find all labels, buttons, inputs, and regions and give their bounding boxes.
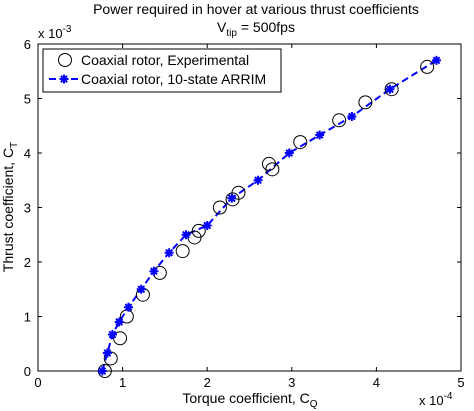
legend: Coaxial rotor, Experimental Coaxial roto… — [42, 48, 282, 93]
chart-subtitle-main: V — [217, 19, 227, 35]
point-experimental — [384, 82, 399, 97]
chart-subtitle-subscript: tip — [226, 28, 237, 39]
point-experimental — [332, 113, 347, 128]
axis-ticks: 0 1 2 3 4 5 0 1 2 3 4 5 6 — [24, 37, 465, 390]
legend-star-glyph — [59, 74, 69, 84]
point-arrim — [136, 284, 146, 294]
x-multiplier: x 10-4 — [419, 391, 453, 408]
point-arrim — [431, 55, 441, 65]
legend-box — [42, 48, 282, 93]
series-line-arrim — [101, 59, 438, 372]
point-arrim — [114, 317, 124, 327]
point-arrim — [347, 111, 357, 121]
series-layer — [97, 55, 441, 378]
point-arrim — [107, 329, 117, 339]
y-axis-label-subscript: T — [9, 142, 20, 148]
x-multiplier-base: x 10 — [419, 393, 444, 408]
y-tick-label: 6 — [24, 37, 31, 52]
x-axis-label-subscript: Q — [310, 399, 318, 410]
x-multiplier-exponent: -4 — [444, 391, 453, 402]
y-tick-label: 4 — [24, 146, 31, 161]
point-experimental — [231, 185, 246, 200]
point-experimental — [191, 223, 206, 238]
x-axis-label: Torque coefficient, CQ — [182, 390, 317, 410]
point-experimental — [212, 200, 227, 215]
x-tick-label: 5 — [457, 375, 464, 390]
x-tick-label: 4 — [373, 375, 380, 390]
legend-marker-experimental — [58, 53, 72, 67]
point-arrim — [124, 302, 134, 312]
y-tick-label: 0 — [24, 364, 31, 379]
point-experimental — [358, 95, 373, 110]
point-experimental — [103, 351, 118, 366]
point-arrim — [164, 248, 174, 258]
chart-subtitle-suffix: = 500fps — [237, 19, 295, 35]
y-multiplier-exponent: -3 — [63, 24, 72, 35]
y-tick-label: 1 — [24, 310, 31, 325]
point-arrim — [284, 148, 294, 158]
point-arrim — [253, 175, 263, 185]
point-experimental — [113, 331, 128, 346]
chart-title: Power required in hover at various thrus… — [93, 1, 419, 17]
x-tick-label: 0 — [34, 375, 41, 390]
point-experimental — [420, 59, 435, 74]
y-axis-label-main: Thrust coefficient, C — [0, 148, 16, 272]
x-tick-label: 3 — [288, 375, 295, 390]
point-experimental — [175, 244, 190, 259]
point-arrim — [181, 230, 191, 240]
y-multiplier: x 10-3 — [38, 24, 72, 41]
chart-subtitle: Vtip = 500fps — [217, 19, 295, 39]
point-arrim — [315, 130, 325, 140]
y-axis-label: Thrust coefficient, CT — [0, 142, 20, 272]
y-tick-label: 2 — [24, 255, 31, 270]
point-arrim — [149, 266, 159, 276]
point-arrim — [97, 366, 107, 376]
point-arrim — [202, 220, 212, 230]
y-tick-label: 5 — [24, 92, 31, 107]
y-tick-label: 3 — [24, 201, 31, 216]
point-arrim — [385, 84, 395, 94]
x-tick-label: 1 — [119, 375, 126, 390]
legend-label-arrim: Coaxial rotor, 10-state ARRIM — [81, 71, 266, 87]
point-arrim — [227, 193, 237, 203]
y-multiplier-base: x 10 — [38, 26, 63, 41]
point-arrim — [102, 348, 112, 358]
point-experimental — [265, 162, 280, 177]
point-experimental — [293, 135, 308, 150]
legend-marker-arrim — [59, 74, 69, 84]
x-tick-label: 2 — [204, 375, 211, 390]
legend-label-experimental: Coaxial rotor, Experimental — [81, 52, 249, 68]
x-axis-label-main: Torque coefficient, C — [182, 390, 309, 406]
